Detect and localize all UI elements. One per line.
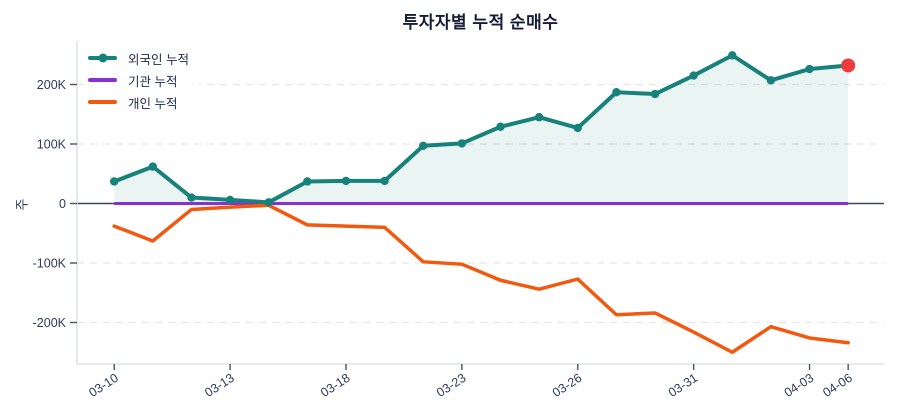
legend-label-individual: 개인 누적 — [128, 96, 178, 111]
y-tick-label: 100K — [37, 138, 67, 152]
data-point-marker — [148, 162, 158, 171]
legend-line-swatch-institution — [88, 78, 117, 82]
y-tick-label: -100K — [33, 257, 67, 271]
data-point-marker — [419, 141, 428, 150]
series-individual-line — [112, 203, 850, 354]
data-point-marker — [689, 71, 698, 80]
data-point-marker — [496, 122, 505, 131]
legend-item-individual: 개인 누적 — [88, 91, 189, 113]
legend-item-institution: 기관 누적 — [88, 69, 189, 91]
data-point-marker — [341, 176, 351, 186]
x-tick-label: 04-06 — [820, 371, 854, 400]
x-tick-label: 03-31 — [666, 371, 700, 400]
y-axis-label: 주 — [14, 198, 30, 211]
series-foreign-line — [112, 53, 851, 205]
last-point-marker — [841, 58, 856, 73]
y-tick-label: -200K — [33, 316, 67, 330]
x-tick-label: 03-10 — [86, 371, 120, 400]
data-point-marker — [110, 177, 119, 186]
data-point-marker — [457, 139, 467, 148]
data-point-marker — [728, 51, 737, 60]
data-point-marker — [766, 76, 776, 85]
x-tick-label: 03-23 — [434, 371, 468, 400]
legend-label-institution: 기관 누적 — [128, 74, 178, 89]
y-tick-label: 0 — [59, 197, 66, 211]
data-point-marker — [264, 198, 273, 207]
y-tick-label: 200K — [37, 78, 67, 92]
legend-line-swatch-individual — [88, 100, 117, 104]
x-tick-label: 04-03 — [782, 371, 816, 400]
data-point-marker — [225, 195, 235, 205]
legend-marker-dot — [98, 53, 107, 63]
data-point-marker — [534, 113, 544, 122]
data-point-marker — [573, 123, 582, 133]
data-point-marker — [380, 176, 389, 186]
legend-label-foreign: 외국인 누적 — [128, 52, 189, 67]
x-tick-label: 03-13 — [202, 371, 236, 400]
legend-line-swatch-foreign — [88, 53, 117, 63]
legend-item-foreign: 외국인 누적 — [88, 47, 189, 69]
data-point-marker — [612, 88, 621, 97]
x-tick-label: 03-26 — [550, 371, 584, 400]
series-foreign-fill — [114, 55, 849, 204]
data-point-marker — [303, 177, 312, 186]
data-point-marker — [805, 64, 814, 74]
data-point-marker — [187, 193, 196, 202]
chart-title: 투자자별 누적 순매수 — [402, 13, 559, 32]
legend: 외국인 누적 기관 누적 개인 누적 — [84, 46, 199, 114]
x-tick-label: 03-18 — [318, 371, 352, 400]
data-point-marker — [650, 89, 660, 99]
